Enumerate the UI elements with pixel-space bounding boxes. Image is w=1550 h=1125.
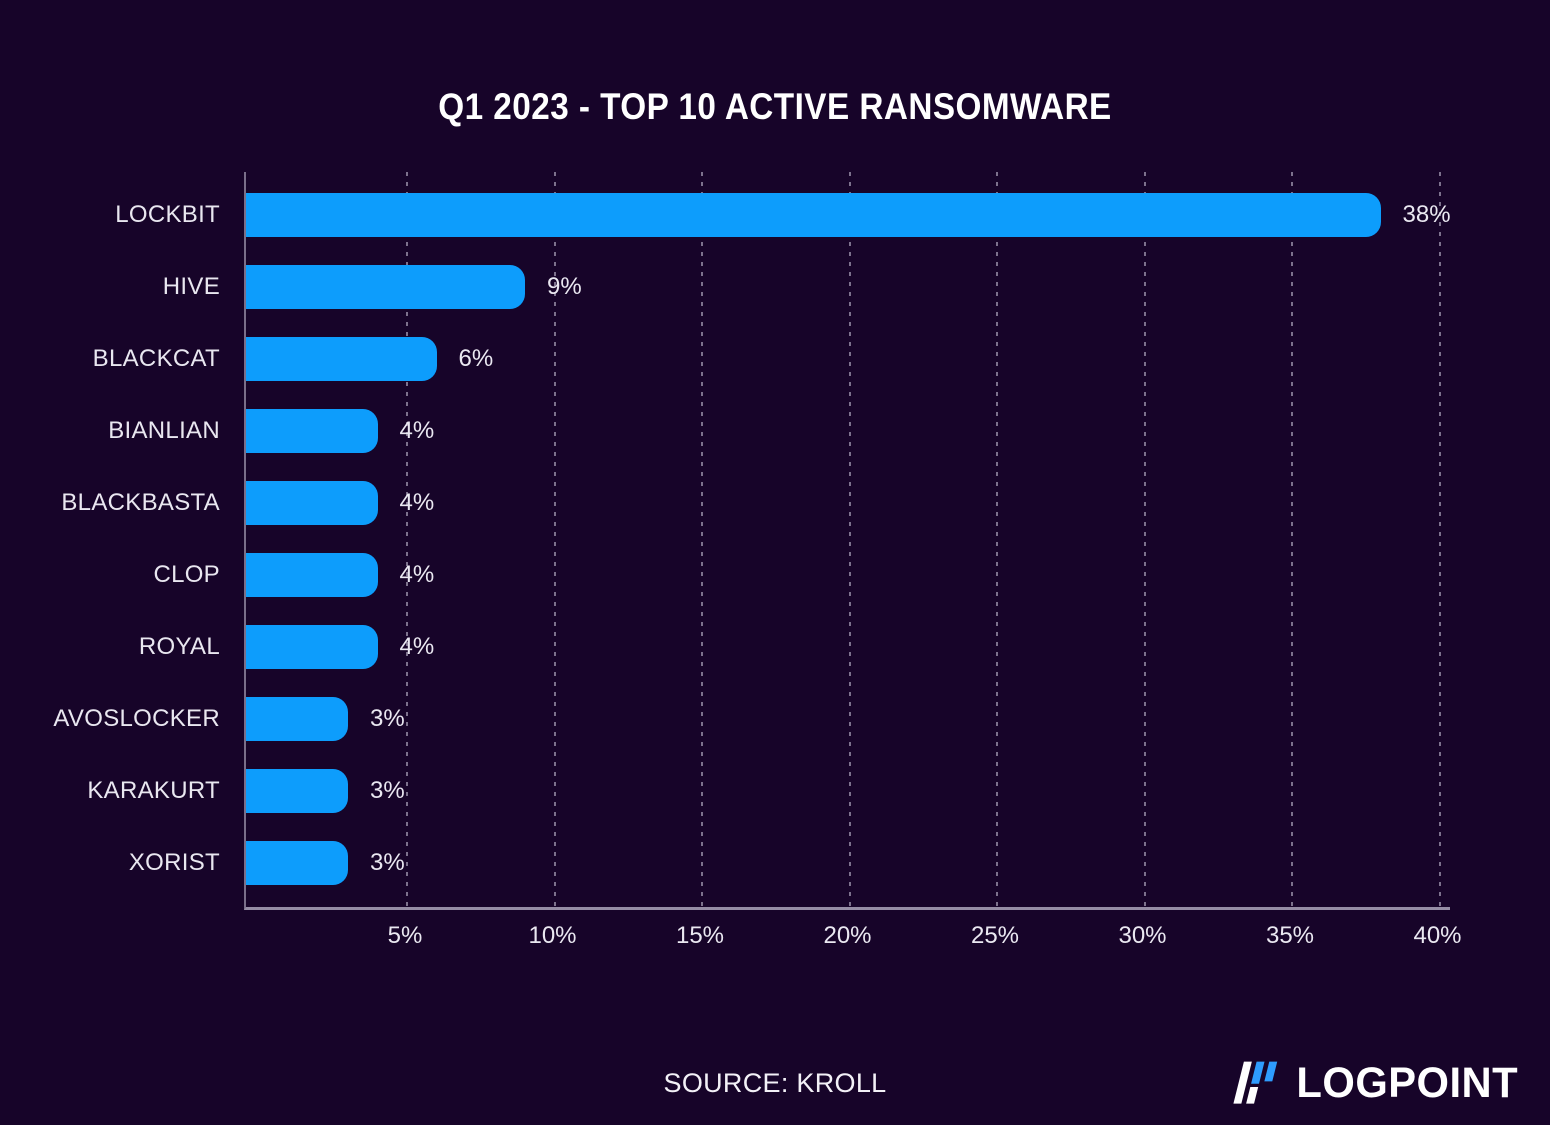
value-label-royal: 4%	[399, 633, 435, 660]
y-axis-category-labels: LOCKBIT HIVE BLACKCAT BIANLIAN BLACKBASTA CLO…	[0, 172, 220, 910]
bar-xorist	[246, 841, 348, 885]
x-tick-label: 25%	[970, 922, 1020, 949]
logpoint-logo: LOGPOINT	[1233, 1055, 1522, 1111]
value-label-bianlian: 4%	[399, 417, 435, 444]
bar-lockbit	[246, 193, 1381, 237]
bar-bianlian	[246, 409, 378, 453]
gridline-40%	[1438, 172, 1441, 907]
category-label-blackcat: BLACKCAT	[92, 345, 220, 372]
category-label-karakurt: KARAKURT	[87, 777, 220, 804]
category-label-hive: HIVE	[162, 273, 220, 300]
value-label-blackcat: 6%	[458, 345, 494, 372]
category-label-clop: CLOP	[153, 561, 220, 588]
gridline-5%	[406, 172, 408, 907]
bar-blackbasta	[246, 481, 378, 525]
value-label-xorist: 3%	[370, 849, 405, 876]
bar-clop	[246, 553, 378, 597]
category-label-blackbasta: BLACKBASTA	[61, 489, 220, 516]
category-label-lockbit: LOCKBIT	[115, 201, 220, 228]
category-label-avoslocker: AVOSLOCKER	[53, 705, 220, 732]
bar-hive	[246, 265, 525, 309]
x-tick-label: 5%	[387, 922, 423, 949]
logpoint-logo-text: LOGPOINT	[1296, 1058, 1519, 1107]
x-axis-tick-labels: 5% 10% 15% 20% 25% 30% 35% 40%	[244, 922, 1462, 966]
value-label-avoslocker: 3%	[370, 705, 405, 732]
category-label-xorist: XORIST	[128, 849, 220, 876]
value-label-karakurt: 3%	[370, 777, 405, 804]
logpoint-flag-icon	[1233, 1061, 1278, 1104]
gridline-15%	[701, 172, 703, 907]
value-label-clop: 4%	[399, 561, 435, 588]
x-tick-label: 20%	[823, 922, 872, 949]
gridline-20%	[848, 172, 851, 907]
x-tick-label: 40%	[1413, 922, 1462, 949]
plot-area: 38% 9% 6% 4% 4% 4% 4% 3% 3% 3%	[244, 172, 1451, 910]
x-tick-label: 35%	[1265, 922, 1315, 949]
chart-title: Q1 2023 - TOP 10 ACTIVE RANSOMWARE	[438, 86, 1112, 127]
value-label-lockbit: 38%	[1402, 201, 1451, 228]
gridline-25%	[996, 172, 998, 907]
source-label: SOURCE: KROLL	[663, 1068, 887, 1098]
bar-blackcat	[246, 337, 437, 381]
x-tick-label: 30%	[1118, 922, 1167, 949]
x-tick-label: 10%	[528, 922, 577, 949]
bar-avoslocker	[246, 697, 348, 741]
x-tick-label: 15%	[675, 922, 725, 949]
value-label-blackbasta: 4%	[399, 489, 435, 516]
bar-karakurt	[246, 769, 348, 813]
value-label-hive: 9%	[547, 273, 582, 300]
category-label-bianlian: BIANLIAN	[108, 417, 220, 444]
gridline-10%	[553, 172, 556, 907]
gridline-35%	[1291, 172, 1293, 907]
gridline-30%	[1143, 172, 1146, 907]
category-label-royal: ROYAL	[138, 633, 220, 660]
bar-royal	[246, 625, 378, 669]
